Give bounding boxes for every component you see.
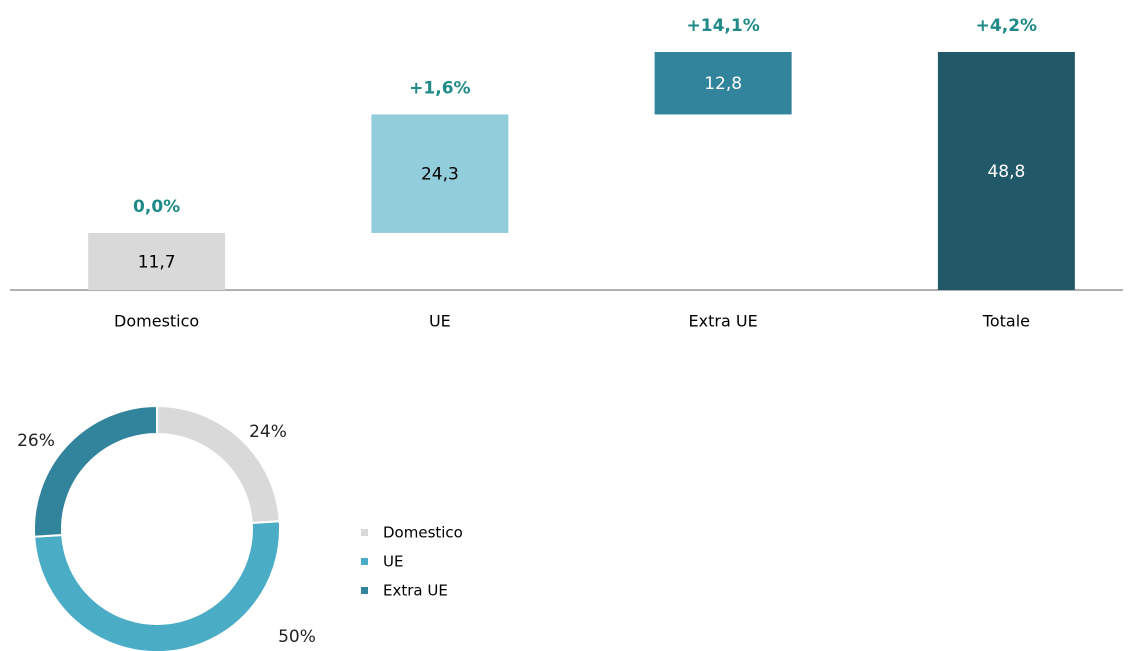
slice-label: 26%: [17, 431, 55, 451]
bar-label: 12,8: [704, 74, 742, 94]
category-label: Extra UE: [689, 312, 758, 331]
legend-label: Domestico: [383, 524, 463, 542]
category-label: UE: [429, 312, 451, 331]
growth-label: +14,1%: [687, 16, 760, 36]
bar: [937, 52, 1075, 290]
bar: [371, 114, 509, 233]
bar: [654, 52, 792, 115]
legend-swatch: [361, 529, 368, 536]
legend-swatch: [361, 558, 368, 565]
bar-label: 11,7: [138, 252, 176, 272]
slice-label: 24%: [249, 422, 287, 442]
legend-swatch: [361, 587, 368, 594]
category-label: Totale: [982, 312, 1030, 331]
growth-label: 0,0%: [133, 197, 180, 217]
growth-label: +4,2%: [976, 16, 1037, 36]
legend-label: Extra UE: [383, 582, 448, 600]
bar: [88, 232, 226, 290]
category-label: Domestico: [114, 312, 199, 331]
legend-label: UE: [383, 553, 403, 571]
donut-slice: [33, 404, 158, 538]
bar-label: 24,3: [421, 165, 459, 185]
bar-label: 48,8: [987, 162, 1025, 182]
donut-slice: [33, 520, 282, 651]
slice-label: 50%: [278, 627, 316, 647]
growth-label: +1,6%: [409, 78, 470, 98]
